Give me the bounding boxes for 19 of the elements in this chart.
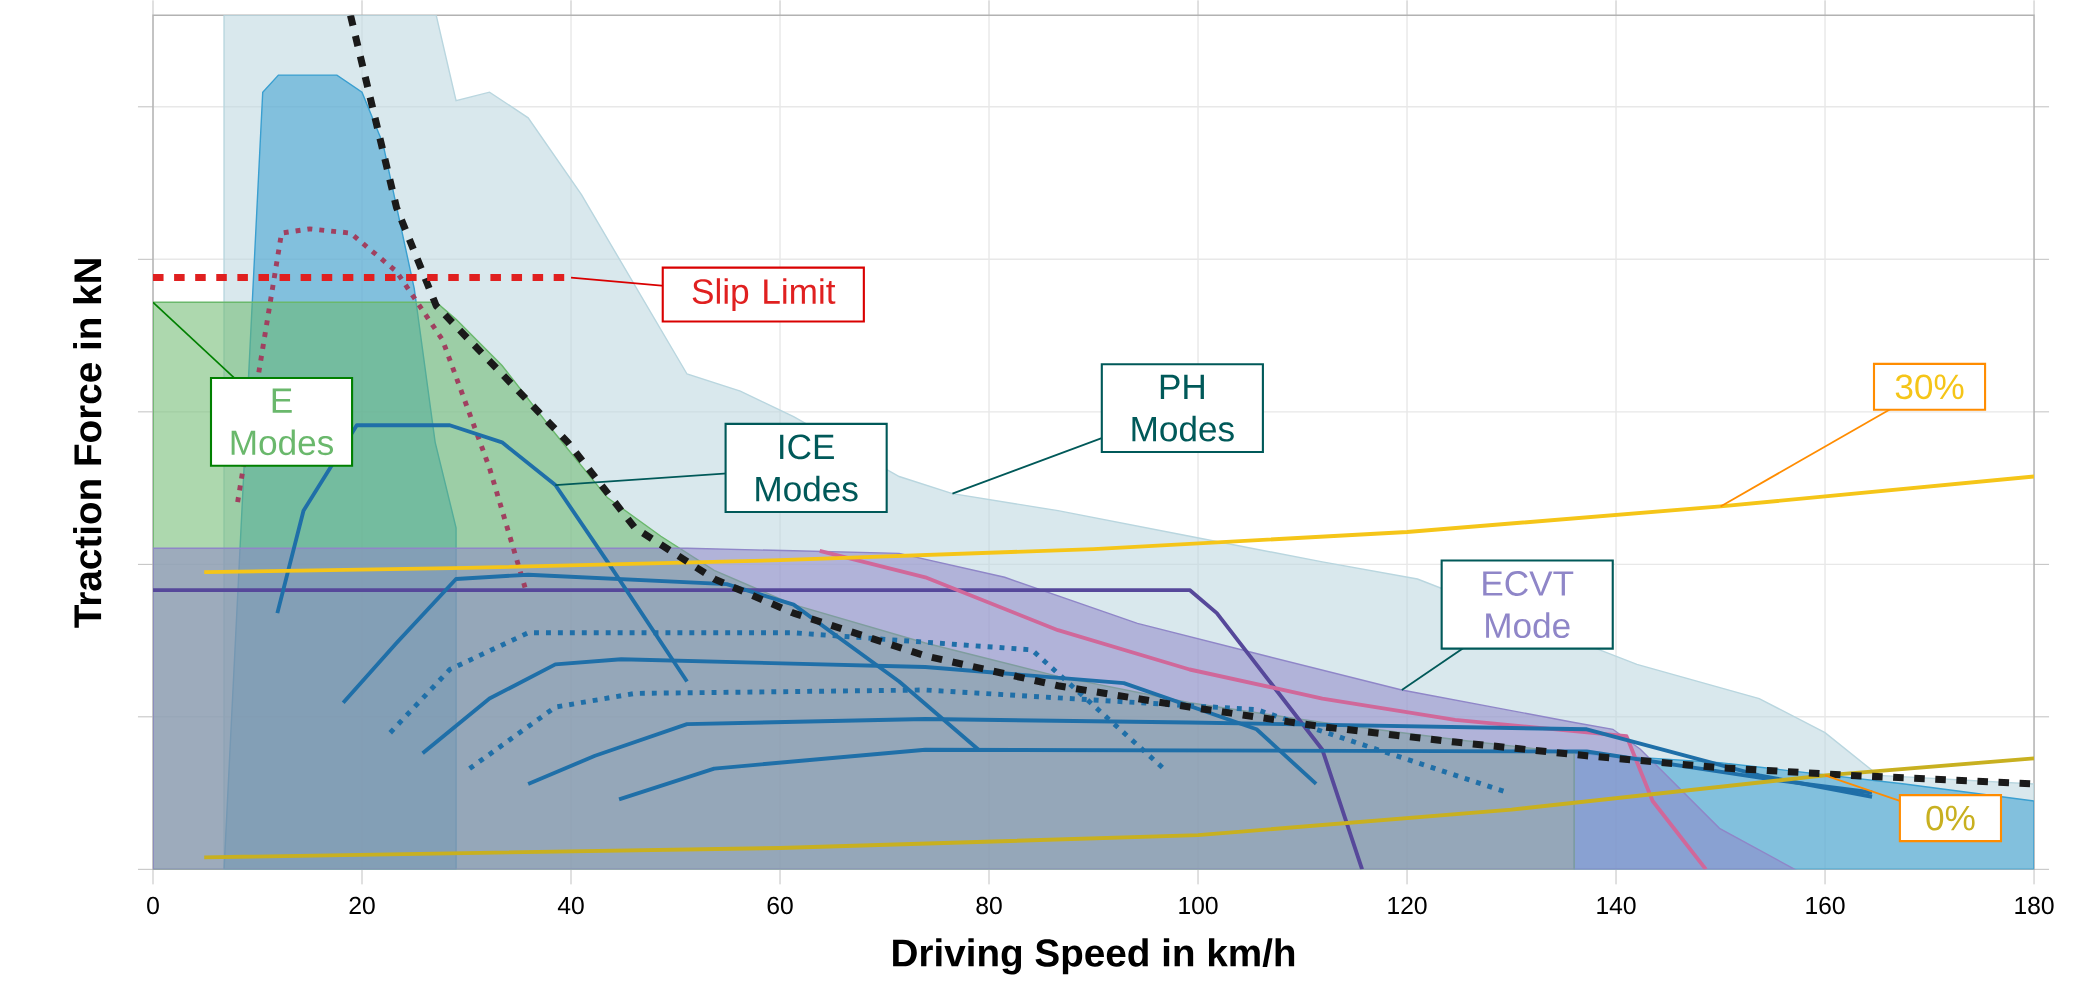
x-tick-label: 60 (767, 896, 793, 915)
x-tick-label: 140 (1597, 896, 1636, 915)
series-label: E Modes (231, 388, 334, 456)
x-tick-label: 100 (1179, 896, 1218, 915)
x-tick-label: 180 (2015, 896, 2054, 915)
text: Slip Limit (692, 278, 836, 311)
x-tick-label: 0 (147, 896, 159, 915)
text: PH Modes (1132, 374, 1234, 442)
y-axis-title: Traction Force in kN (73, 259, 102, 628)
text: ICE Modes (756, 434, 858, 502)
x-tick-label: 40 (557, 896, 584, 915)
text: 30% (1895, 374, 1964, 400)
x-tick-label: 80 (976, 896, 1002, 915)
x-axis-title: Driving Speed in km/h (893, 938, 1295, 975)
x-tick-label: 20 (349, 896, 375, 915)
x-tick-label: 120 (1388, 896, 1427, 915)
x-tick-label: 160 (1806, 896, 1845, 915)
series-label: ECVT Mode (1483, 570, 1574, 639)
series-label: 0% (1926, 805, 1975, 831)
